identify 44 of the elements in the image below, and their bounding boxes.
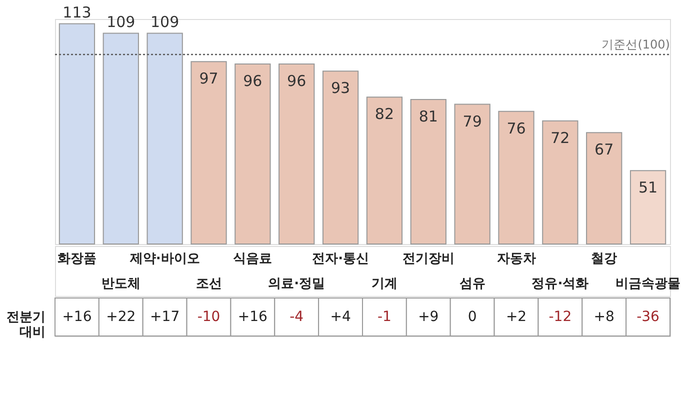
data-label: 96 — [287, 72, 306, 90]
data-label: +16 — [62, 309, 92, 325]
data-label: 96 — [243, 72, 262, 90]
x-tick-label: 전자·통신 — [312, 252, 370, 266]
x-tick-label: 섬유 — [459, 276, 486, 292]
x-tick-label: 자동차 — [496, 252, 536, 266]
data-label: -10 — [197, 309, 220, 325]
x-tick-label: 전기장비 — [402, 252, 454, 266]
data-label: 51 — [638, 178, 658, 197]
data-label: 0 — [468, 309, 477, 325]
data-label: 113 — [62, 4, 92, 22]
data-label: 109 — [150, 13, 180, 32]
data-label: +8 — [594, 309, 614, 325]
x-tick-label: 비금속광물 — [616, 276, 681, 292]
x-tick-label: 식음료 — [233, 252, 272, 266]
x-tick-label: 조선 — [196, 276, 222, 292]
data-label: -1 — [377, 309, 392, 325]
data-label: -36 — [636, 309, 660, 325]
x-tick-label: 의료·정밀 — [268, 276, 326, 292]
data-label: +22 — [106, 309, 136, 325]
x-tick-label: 기계 — [371, 276, 398, 292]
data-label: -4 — [290, 309, 304, 325]
data-label: 109 — [106, 13, 136, 32]
data-label: 93 — [330, 79, 350, 98]
data-label: 72 — [550, 128, 570, 147]
data-label: 81 — [418, 108, 438, 126]
ref-line-label: 기준선(100) — [602, 38, 670, 52]
data-label: -12 — [548, 309, 572, 325]
data-label: +2 — [506, 309, 527, 325]
data-label: 97 — [199, 70, 218, 88]
x-tick-label: 철강 — [591, 252, 618, 266]
data-label: 82 — [374, 105, 394, 124]
data-label: 76 — [506, 119, 526, 138]
data-label: +9 — [418, 309, 439, 325]
data-label: +16 — [238, 309, 268, 325]
x-tick-label: 반도체 — [101, 276, 140, 292]
data-label: +4 — [330, 309, 351, 325]
x-tick-label: 정유·석화 — [532, 276, 589, 292]
data-label: 79 — [462, 112, 482, 130]
data-label: 67 — [594, 140, 614, 159]
data-label: +17 — [150, 309, 180, 325]
x-tick-label: 화장품 — [57, 252, 96, 266]
y-tick-label: 전분기 대비 — [6, 310, 46, 340]
x-tick-label: 제약·바이오 — [128, 252, 200, 266]
